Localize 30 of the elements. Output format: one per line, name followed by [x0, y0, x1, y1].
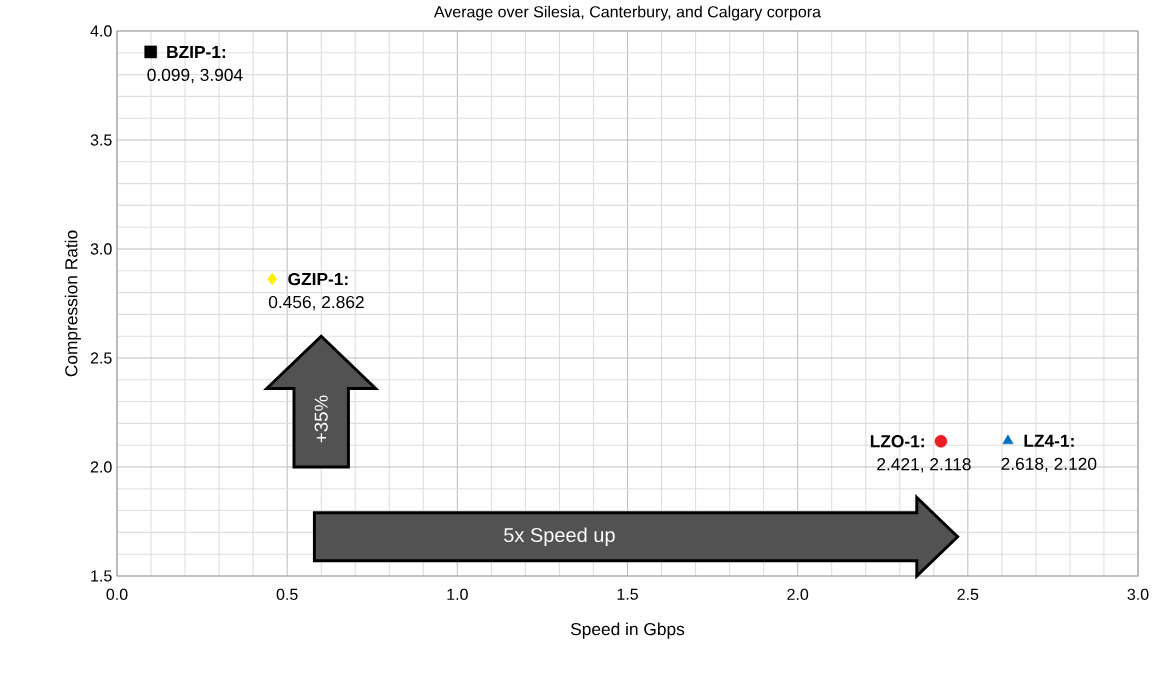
annotation: 5x Speed up: [504, 527, 615, 547]
y-tick-label: 4.0: [90, 25, 112, 37]
y-tick-label: 2.5: [90, 352, 112, 364]
series-label: LZ4-1:: [1024, 434, 1074, 447]
x-tick-label: 3.0: [1127, 588, 1149, 601]
data-label: 2.618, 2.120: [1001, 457, 1097, 472]
x-tick-label: 2.0: [787, 588, 809, 601]
y-tick-label: 3.0: [90, 243, 112, 255]
y-tick-label: 2.0: [90, 461, 112, 473]
x-axis-title: Speed in Gbps: [570, 622, 685, 639]
series-label: LZO-1:: [870, 435, 924, 448]
series-label: GZIP-1:: [288, 272, 348, 286]
x-tick-label: 1.5: [617, 588, 638, 600]
data-label: 0.099, 3.904: [147, 68, 243, 84]
x-tick-label: 1.0: [447, 588, 468, 601]
annotation: +35%: [314, 395, 328, 443]
y-tick-label: 1.5: [91, 570, 112, 582]
point: [934, 434, 948, 448]
y-axis-title: Compression Ratio: [64, 230, 81, 377]
y-tick-label: 3.5: [90, 134, 112, 146]
chart-title: Average over Silesia, Canterbury, and Calgary corpora: [433, 5, 821, 21]
data-label: 2.421, 2.118: [877, 458, 971, 473]
point: [1002, 434, 1014, 445]
point: [267, 272, 277, 286]
x-tick-label: 0.5: [276, 588, 298, 601]
series-label: BZIP-1:: [167, 45, 226, 58]
x-tick-label: 2.5: [957, 588, 979, 601]
data-label: 0.456, 2.862: [268, 295, 364, 311]
point: [144, 45, 157, 59]
x-tick-label: 0.0: [106, 588, 128, 601]
